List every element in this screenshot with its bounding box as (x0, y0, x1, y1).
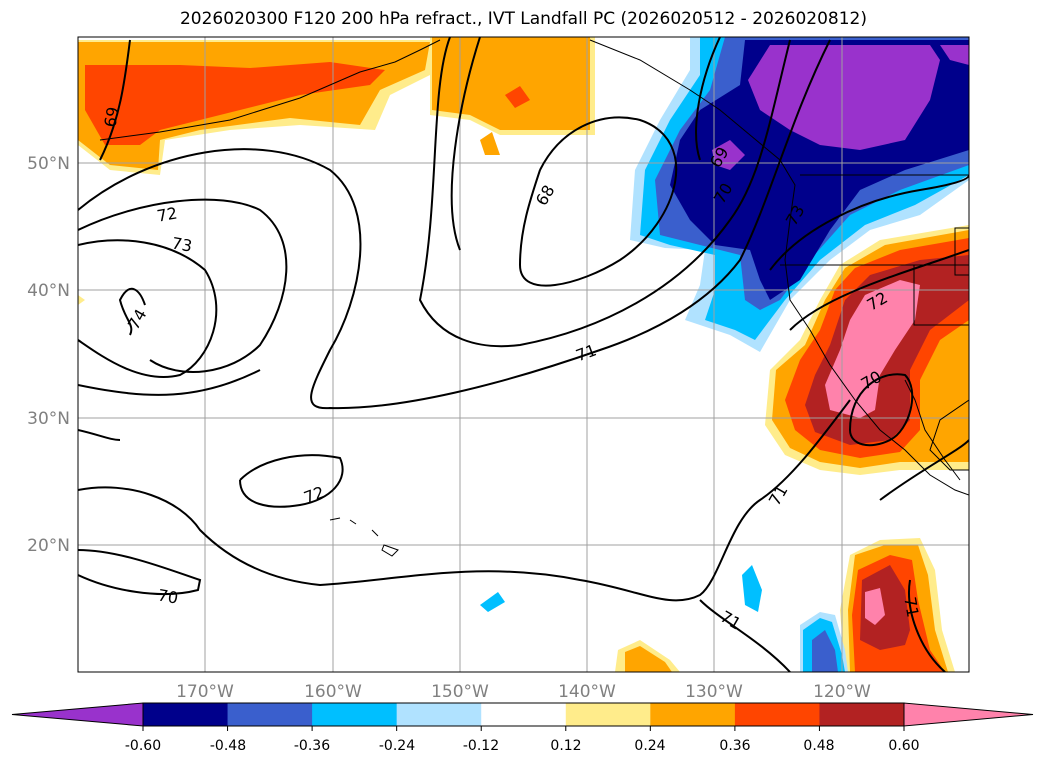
map-frame (77, 36, 970, 673)
contour-70c (78, 549, 202, 595)
lon-tick: 160°W (304, 682, 362, 702)
contour-68b (695, 37, 721, 161)
colorbar-label: -0.24 (379, 738, 415, 754)
contour-73b (769, 174, 969, 271)
contour-74 (118, 287, 146, 336)
colorbar-segment (227, 703, 313, 726)
colorbar-label: -0.48 (210, 738, 246, 754)
colorbar-label: -0.60 (125, 738, 161, 754)
lat-tick: 50°N (27, 154, 70, 174)
filled-region-pink (865, 588, 885, 625)
filled-contours (78, 37, 969, 672)
filled-region-purple (748, 45, 940, 150)
filled-region-gold (78, 295, 85, 305)
filled-region-cyan (742, 565, 762, 612)
contour-label: 68 (532, 182, 559, 209)
colorbar-labels: -0.60 -0.48 -0.36 -0.24 -0.12 0.12 0.24 … (125, 738, 920, 754)
contour-72 (78, 198, 288, 373)
coastlines (99, 39, 969, 557)
contour-label: 73 (170, 233, 193, 255)
contour-71c (699, 599, 791, 672)
filled-region-orange (625, 646, 672, 672)
colorbar-segment (481, 703, 567, 726)
lon-tick: 150°W (431, 682, 489, 702)
colorbar-segment (565, 703, 651, 726)
filled-region-firebrick (860, 565, 910, 650)
filled-region-cyan (480, 592, 505, 612)
contour-70d (849, 373, 914, 447)
colorbar-segment (650, 703, 736, 726)
colorbar-label: 0.24 (634, 738, 665, 754)
contour-68 (518, 116, 678, 287)
plot-title: 2026020300 F120 200 hPa refract., IVT La… (179, 9, 867, 29)
lon-tick: 120°W (813, 682, 871, 702)
contour-71d (879, 439, 969, 501)
contour-label: 71 (573, 340, 599, 365)
colorbar-label: 0.48 (803, 738, 834, 754)
filled-region-orange (480, 132, 500, 155)
contour-70 (78, 369, 261, 396)
lon-tick-labels: 170°W 160°W 150°W 140°W 130°W 120°W (176, 682, 871, 702)
colorbar (11, 702, 1034, 731)
colorbar-label: 0.12 (550, 738, 581, 754)
colorbar-segment (396, 703, 482, 726)
filled-region-pink (825, 280, 920, 418)
lon-tick: 170°W (176, 682, 234, 702)
lat-tick: 40°N (27, 281, 70, 301)
lon-tick: 130°W (685, 682, 743, 702)
colorbar-segment (143, 703, 229, 726)
colorbar-label: -0.12 (463, 738, 499, 754)
contour-71b (78, 399, 851, 602)
contour-label: 71 (717, 607, 744, 634)
contour-label: 74 (124, 306, 151, 333)
colorbar-label: 0.36 (719, 738, 750, 754)
contour-71 (78, 39, 831, 410)
contour-label: 72 (155, 203, 178, 225)
filled-region-royalblue (812, 630, 838, 672)
contour-73 (78, 239, 218, 378)
filled-region-redorange (505, 86, 530, 108)
contour-label: 70 (156, 585, 179, 607)
filled-region-orange (432, 37, 590, 130)
contour-label: 71 (900, 595, 922, 618)
colorbar-extend-min (11, 702, 144, 727)
contour-69b (418, 37, 791, 348)
colorbar-label: 0.60 (888, 738, 919, 754)
contour-70b (450, 37, 481, 251)
contour-lines (78, 37, 969, 672)
colorbar-extend-max (903, 702, 1034, 727)
colorbar-label: -0.36 (294, 738, 330, 754)
contour-72b (239, 454, 344, 508)
contour-70e (78, 429, 121, 441)
colorbar-segment (734, 703, 820, 726)
contour-label: 71 (765, 482, 792, 509)
contour-69 (99, 39, 131, 161)
colorbar-frame (142, 702, 905, 727)
contour-label: 69 (100, 105, 122, 128)
filled-region-purple (940, 45, 969, 65)
filled-region-redorange (85, 62, 385, 145)
contour-72c (789, 249, 969, 331)
lat-tick: 30°N (27, 409, 70, 429)
colorbar-segment (312, 703, 398, 726)
lat-tick-labels: 50°N 40°N 30°N 20°N (27, 154, 70, 556)
contour-71e (908, 579, 946, 672)
lat-tick: 20°N (27, 536, 70, 556)
lon-tick: 140°W (558, 682, 616, 702)
colorbar-segment (819, 703, 905, 726)
